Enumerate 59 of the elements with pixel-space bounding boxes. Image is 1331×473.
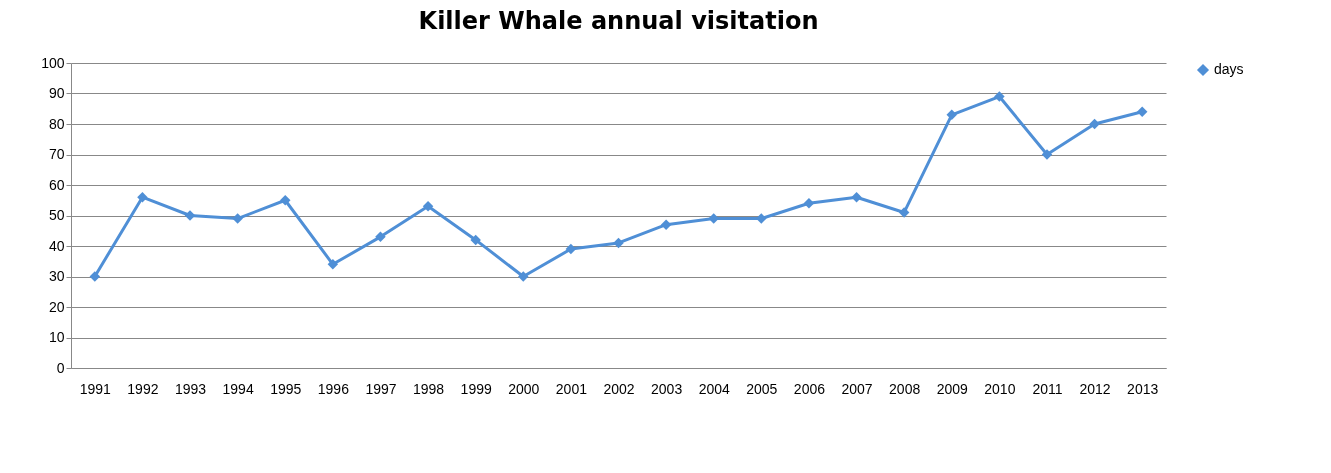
y-tick-label: 0 [56,359,65,376]
y-tick-label: 100 [41,54,65,71]
x-tick-label: 2011 [1032,380,1063,397]
x-tick-label: 2002 [603,380,635,397]
x-tick-label: 1991 [79,380,112,397]
point [1136,106,1148,118]
x-tick-label: 2000 [508,380,540,397]
x-tick-label: 2010 [984,380,1016,397]
y-tick-label: 20 [48,298,65,315]
point [708,213,719,224]
point [660,219,672,230]
point [518,271,529,282]
y-tick-label: 70 [48,146,65,162]
point [422,201,434,212]
x-tick-label: 2013 [1127,380,1159,397]
x-tick-label: 2006 [793,380,826,397]
y-tick-label: 50 [48,207,65,223]
x-tick-label: 1993 [174,380,207,397]
x-tick-label: 1996 [317,380,350,397]
x-tick-label: 2012 [1079,380,1111,397]
x-tick-label: 2008 [889,380,921,397]
point [946,109,957,121]
point [1089,118,1100,130]
point [232,213,243,224]
x-tick-label: 1998 [412,380,445,397]
x-tick-label: 1997 [365,380,397,397]
x-tick-label: 2001 [555,380,588,397]
x-tick-label: 1992 [127,380,159,397]
y-tick-label: 90 [48,85,65,101]
point [280,195,291,206]
legend-label: days [1214,61,1244,77]
x-tick-label: 1995 [270,380,302,397]
point [375,231,386,243]
point [137,191,148,203]
x-tick-label: 1999 [460,380,492,397]
point [756,213,767,224]
chart-title: Killer Whale annual visitation [418,7,819,35]
point [89,271,101,282]
x-tick-label: 2009 [936,380,969,397]
point [851,191,862,203]
x-tick-label: 2007 [841,380,873,397]
x-tick-label: 2005 [746,380,778,397]
x-tick-label: 2003 [651,380,683,397]
point [994,91,1005,102]
point [613,237,624,249]
y-tick-label: 30 [48,268,65,284]
point [327,259,339,270]
y-tick-label: 60 [48,176,65,193]
y-tick-label: 10 [48,329,65,345]
x-tick-label: 2004 [698,380,730,397]
point [898,207,910,218]
point [565,243,577,255]
x-tick-label: 1994 [222,380,254,397]
point [1041,149,1053,160]
point [184,210,196,221]
y-tick-label: 40 [48,237,65,254]
point [470,234,481,246]
y-tick-label: 80 [48,115,65,132]
point [803,198,815,209]
